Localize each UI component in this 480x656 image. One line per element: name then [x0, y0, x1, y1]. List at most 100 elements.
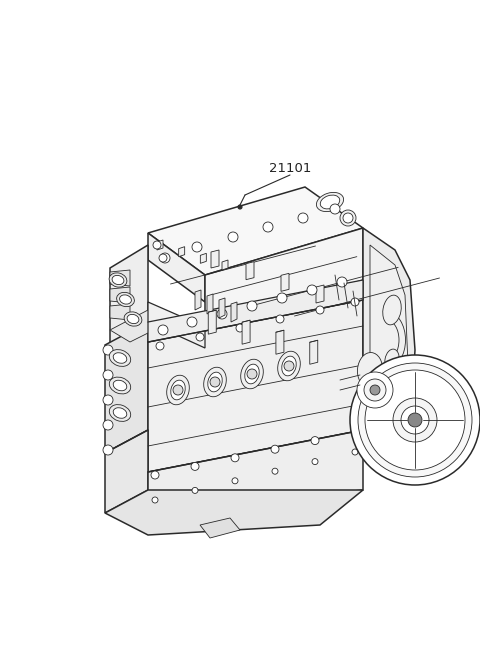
Polygon shape	[200, 253, 206, 263]
Circle shape	[247, 301, 257, 311]
Polygon shape	[363, 228, 415, 430]
Ellipse shape	[109, 377, 131, 394]
Polygon shape	[179, 247, 185, 256]
Polygon shape	[211, 250, 219, 268]
Circle shape	[311, 437, 319, 445]
Circle shape	[276, 315, 284, 323]
Circle shape	[232, 478, 238, 484]
Polygon shape	[110, 304, 130, 320]
Polygon shape	[105, 490, 363, 535]
Circle shape	[284, 361, 294, 371]
Circle shape	[236, 324, 244, 332]
Polygon shape	[207, 294, 213, 314]
Circle shape	[357, 372, 393, 408]
Circle shape	[103, 395, 113, 405]
Polygon shape	[310, 340, 318, 364]
Ellipse shape	[113, 353, 127, 363]
Ellipse shape	[113, 408, 127, 419]
Circle shape	[187, 317, 197, 327]
Polygon shape	[105, 322, 148, 453]
Polygon shape	[370, 245, 408, 415]
Circle shape	[393, 398, 437, 442]
Polygon shape	[148, 187, 363, 275]
Circle shape	[152, 497, 158, 503]
Circle shape	[228, 232, 238, 242]
Ellipse shape	[278, 351, 300, 380]
Circle shape	[196, 333, 204, 341]
Ellipse shape	[385, 349, 399, 371]
Text: 21101: 21101	[269, 161, 311, 174]
Circle shape	[210, 377, 220, 387]
Polygon shape	[105, 430, 148, 513]
Polygon shape	[276, 330, 284, 354]
Polygon shape	[110, 270, 130, 286]
Circle shape	[156, 342, 164, 350]
Polygon shape	[222, 260, 228, 270]
Circle shape	[340, 210, 356, 226]
Ellipse shape	[320, 195, 340, 209]
Circle shape	[151, 471, 159, 479]
Polygon shape	[281, 274, 289, 291]
Circle shape	[103, 370, 113, 380]
Circle shape	[192, 242, 202, 252]
Circle shape	[272, 468, 278, 474]
Ellipse shape	[316, 192, 344, 212]
Ellipse shape	[171, 380, 185, 400]
Circle shape	[351, 298, 359, 306]
Ellipse shape	[124, 312, 142, 326]
Circle shape	[350, 355, 480, 485]
Circle shape	[316, 306, 324, 314]
Polygon shape	[148, 430, 363, 512]
Circle shape	[330, 204, 340, 214]
Polygon shape	[110, 310, 170, 342]
Ellipse shape	[208, 372, 222, 392]
Ellipse shape	[109, 405, 131, 421]
Circle shape	[103, 420, 113, 430]
Polygon shape	[195, 290, 201, 310]
Polygon shape	[110, 287, 130, 303]
Circle shape	[370, 385, 380, 395]
Circle shape	[408, 413, 422, 427]
Polygon shape	[157, 240, 163, 250]
Ellipse shape	[240, 359, 264, 389]
Polygon shape	[200, 518, 240, 538]
Polygon shape	[110, 245, 148, 352]
Circle shape	[192, 487, 198, 493]
Circle shape	[191, 462, 199, 470]
Circle shape	[153, 241, 161, 249]
Circle shape	[343, 213, 353, 223]
Circle shape	[337, 277, 347, 287]
Ellipse shape	[109, 273, 127, 287]
Ellipse shape	[383, 295, 401, 325]
Ellipse shape	[204, 367, 226, 397]
Circle shape	[401, 406, 429, 434]
Ellipse shape	[113, 380, 127, 391]
Circle shape	[238, 205, 242, 209]
Circle shape	[263, 222, 273, 232]
Ellipse shape	[117, 293, 134, 306]
Circle shape	[217, 309, 227, 319]
Circle shape	[358, 363, 472, 477]
Circle shape	[160, 253, 170, 263]
Circle shape	[103, 345, 113, 355]
Polygon shape	[246, 262, 254, 279]
Polygon shape	[148, 233, 205, 302]
Circle shape	[352, 449, 358, 455]
Circle shape	[351, 428, 359, 436]
Circle shape	[103, 445, 113, 455]
Polygon shape	[316, 285, 324, 303]
Polygon shape	[208, 310, 216, 334]
Circle shape	[271, 445, 279, 453]
Polygon shape	[205, 228, 363, 327]
Circle shape	[173, 385, 183, 395]
Circle shape	[247, 369, 257, 379]
Polygon shape	[242, 320, 250, 344]
Ellipse shape	[112, 276, 124, 285]
Polygon shape	[231, 302, 237, 322]
Circle shape	[159, 254, 167, 262]
Ellipse shape	[358, 352, 383, 388]
Ellipse shape	[120, 295, 132, 304]
Circle shape	[364, 379, 386, 401]
Circle shape	[365, 370, 465, 470]
Polygon shape	[148, 302, 205, 348]
